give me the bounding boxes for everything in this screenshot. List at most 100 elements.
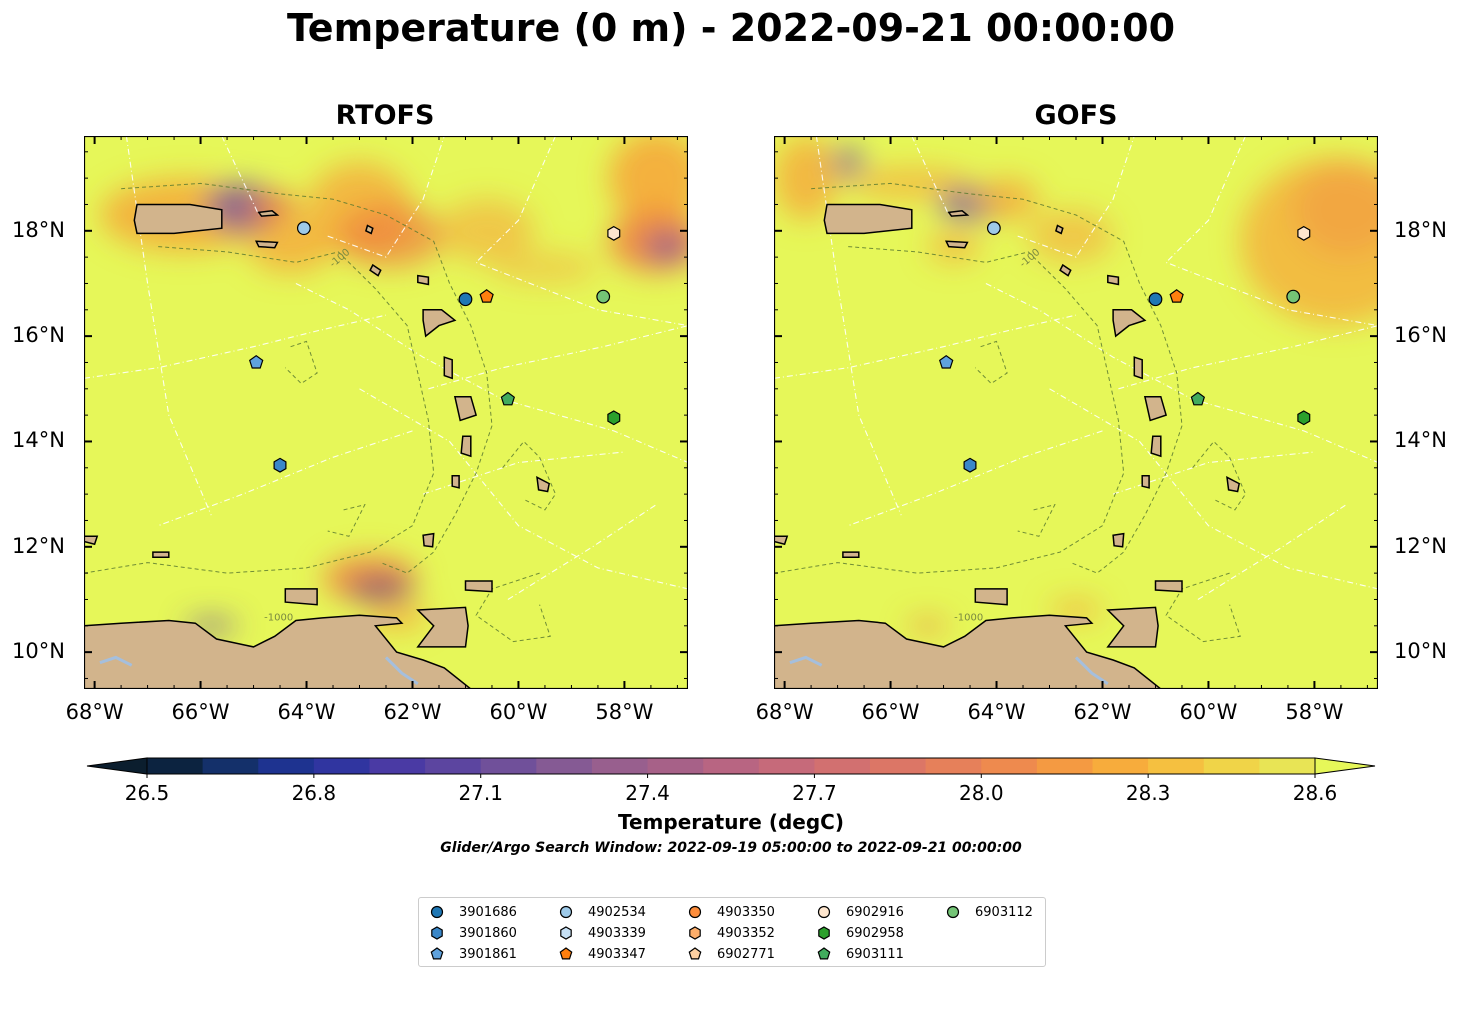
legend-label: 6903112 xyxy=(975,904,1033,920)
island-13 xyxy=(1154,580,1183,593)
colorbar-tick-label: 28.6 xyxy=(1292,781,1338,805)
float-marker-6902958 xyxy=(1297,410,1311,426)
legend-item: 4903347 xyxy=(558,944,646,964)
mainland-south-america xyxy=(84,614,473,689)
figure-title: Temperature (0 m) - 2022-09-21 00:00:00 xyxy=(286,6,1176,50)
legend-label: 6902916 xyxy=(846,904,904,920)
legend-label: 6902771 xyxy=(717,946,775,962)
island-3 xyxy=(364,224,374,235)
float-marker-4903347 xyxy=(479,289,494,303)
colorbar-segment xyxy=(981,758,1038,774)
island-7 xyxy=(443,356,453,380)
island-0 xyxy=(823,203,913,235)
bathy-label-1000: -1000 xyxy=(264,613,293,624)
float-marker-6903112 xyxy=(596,289,611,304)
island-3 xyxy=(1054,224,1064,235)
legend-label: 3901860 xyxy=(459,925,517,941)
island-2 xyxy=(254,240,279,249)
island-15 xyxy=(284,588,318,606)
colorbar-segment xyxy=(1036,758,1094,774)
island-12 xyxy=(1112,532,1125,548)
colorbar-segment xyxy=(258,758,315,774)
legend-marker-hexagon xyxy=(689,926,701,940)
lat-label-rtofs: 14°N xyxy=(12,428,65,453)
island-6 xyxy=(422,309,457,338)
island-5 xyxy=(1107,274,1120,286)
colorbar-segment xyxy=(369,758,426,774)
lat-label-rtofs: 18°N xyxy=(12,217,65,242)
legend-label: 6902958 xyxy=(846,925,904,941)
colorbar-tick-label: 27.4 xyxy=(625,781,670,805)
island-4 xyxy=(369,263,382,277)
legend-item: 4903339 xyxy=(558,923,646,943)
island-8 xyxy=(453,395,478,422)
float-marker-6903112 xyxy=(1286,289,1301,304)
colorbar-tick-label: 26.5 xyxy=(124,781,170,805)
float-marker-6902958 xyxy=(607,410,621,426)
colorbar-segment xyxy=(758,758,815,774)
colorbar xyxy=(86,757,1376,778)
legend-marker-circle xyxy=(946,905,960,919)
colorbar-tick-label: 27.1 xyxy=(458,781,503,805)
legend-item: 4903350 xyxy=(687,902,775,922)
float-marker-4902534 xyxy=(986,221,1001,236)
lon-label-rtofs: 62°W xyxy=(383,700,442,724)
island-16 xyxy=(774,535,789,546)
float-marker-3901861 xyxy=(938,354,954,369)
island-11 xyxy=(1226,475,1241,493)
float-marker-4903347 xyxy=(1169,289,1184,303)
panel-title-rtofs: RTOFS xyxy=(335,100,435,131)
float-marker-4902534 xyxy=(296,221,311,236)
float-marker-extra xyxy=(1297,225,1311,241)
legend-label: 4902534 xyxy=(588,904,646,920)
island-18 xyxy=(152,551,170,559)
island-15 xyxy=(974,588,1008,606)
island-16 xyxy=(84,535,99,546)
mainland-south-america xyxy=(774,614,1163,689)
lon-label-rtofs: 66°W xyxy=(171,700,230,724)
legend-label: 3901861 xyxy=(459,946,517,962)
colorbar-tick-label: 27.7 xyxy=(792,781,837,805)
colorbar-segment xyxy=(202,758,259,774)
island-9 xyxy=(460,435,472,458)
legend-marker-pentagon xyxy=(559,947,573,960)
lon-label-rtofs: 58°W xyxy=(595,700,654,724)
island-12 xyxy=(422,532,435,548)
legend-item: 4903352 xyxy=(687,923,775,943)
legend-marker-pentagon xyxy=(430,947,444,960)
search-window-note: Glider/Argo Search Window: 2022-09-19 05… xyxy=(440,840,1022,856)
legend-label: 4903339 xyxy=(588,925,646,941)
float-marker-6903111 xyxy=(1190,391,1206,406)
panel-title-gofs: GOFS xyxy=(1034,100,1118,131)
lon-label-gofs: 62°W xyxy=(1073,700,1132,724)
lat-label-gofs: 12°N xyxy=(1394,533,1447,558)
colorbar-segment xyxy=(480,758,537,774)
colorbar-segment xyxy=(647,758,704,774)
island-1 xyxy=(257,210,280,217)
colorbar-segment xyxy=(1148,758,1205,774)
lat-label-rtofs: 12°N xyxy=(12,533,65,558)
lon-label-rtofs: 64°W xyxy=(277,700,336,724)
legend-label: 4903352 xyxy=(717,925,775,941)
colorbar-segment xyxy=(814,758,871,774)
lon-label-gofs: 64°W xyxy=(967,700,1026,724)
legend-marker-hexagon xyxy=(560,926,572,940)
float-marker-extra xyxy=(607,225,621,241)
colorbar-segment xyxy=(313,758,370,774)
lon-label-rtofs: 60°W xyxy=(489,700,548,724)
colorbar-tick-label: 28.3 xyxy=(1125,781,1171,805)
island-5 xyxy=(417,274,430,286)
lat-label-gofs: 18°N xyxy=(1394,217,1447,242)
lon-label-gofs: 66°W xyxy=(861,700,920,724)
island-9 xyxy=(1150,435,1162,458)
colorbar-tick-label: 28.0 xyxy=(959,781,1004,805)
legend-marker-circle xyxy=(559,905,573,919)
bathy-label-1000: -1000 xyxy=(954,613,983,624)
legend-item: 3901686 xyxy=(429,902,517,922)
legend-marker-circle xyxy=(817,905,831,919)
colorbar-segment xyxy=(703,758,760,774)
float-marker-3901686 xyxy=(458,292,473,307)
legend-item: 6902771 xyxy=(687,944,775,964)
island-13 xyxy=(464,580,493,593)
lat-label-rtofs: 16°N xyxy=(12,323,65,348)
